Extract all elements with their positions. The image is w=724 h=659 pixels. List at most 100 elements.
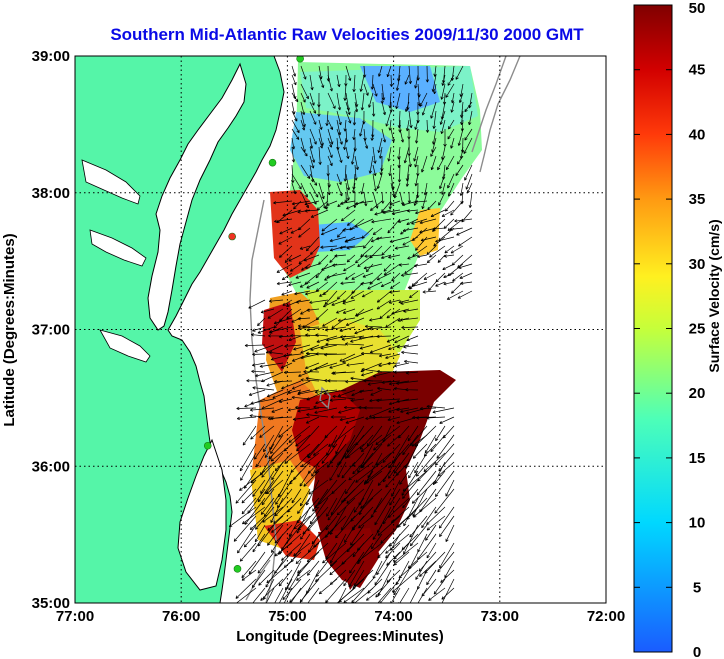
velocity-arrow bbox=[287, 407, 302, 412]
velocity-arrow bbox=[359, 119, 365, 137]
velocity-arrow bbox=[403, 344, 419, 349]
velocity-arrow bbox=[361, 371, 374, 377]
velocity-arrow bbox=[450, 137, 455, 149]
velocity-arrow bbox=[290, 587, 302, 603]
velocity-arrow bbox=[405, 371, 419, 375]
velocity-arrow bbox=[343, 164, 347, 182]
velocity-arrow bbox=[262, 506, 284, 523]
velocity-arrow bbox=[439, 110, 446, 125]
velocity-arrow bbox=[408, 110, 413, 129]
velocity-arrow bbox=[377, 470, 392, 486]
velocity-arrow bbox=[409, 524, 428, 547]
velocity-arrow bbox=[299, 488, 311, 507]
velocity-arrow bbox=[316, 335, 338, 343]
velocity-arrow bbox=[456, 227, 473, 236]
velocity-arrow bbox=[413, 263, 428, 268]
velocity-arrow bbox=[377, 587, 392, 603]
velocity-arrow bbox=[239, 542, 257, 562]
velocity-arrow bbox=[336, 182, 343, 197]
velocity-arrow bbox=[335, 434, 347, 455]
velocity-arrow bbox=[343, 405, 365, 410]
velocity-arrow bbox=[336, 227, 347, 238]
velocity-arrow bbox=[288, 569, 302, 591]
radar-station-marker bbox=[228, 232, 236, 241]
velocity-arrow bbox=[363, 379, 383, 383]
velocity-arrow bbox=[281, 380, 302, 390]
velocity-arrow bbox=[345, 317, 365, 326]
velocity-arrow bbox=[411, 479, 437, 504]
velocity-patch bbox=[290, 112, 392, 182]
velocity-arrow bbox=[432, 227, 446, 231]
velocity-arrow bbox=[404, 101, 410, 112]
colorbar-tick-label: 15 bbox=[689, 450, 706, 467]
velocity-arrow bbox=[299, 281, 311, 288]
velocity-arrow bbox=[355, 461, 383, 483]
velocity-arrow bbox=[432, 110, 437, 129]
velocity-arrow bbox=[386, 335, 401, 343]
velocity-patch bbox=[292, 390, 360, 470]
velocity-arrow bbox=[270, 443, 293, 462]
velocity-arrow bbox=[345, 173, 351, 191]
velocity-arrow bbox=[426, 569, 437, 586]
velocity-arrow bbox=[420, 236, 437, 242]
velocity-arrow bbox=[255, 506, 275, 530]
velocity-arrow bbox=[399, 317, 419, 322]
velocity-arrow bbox=[382, 209, 401, 215]
velocity-arrow bbox=[394, 335, 410, 344]
velocity-arrow bbox=[421, 506, 437, 529]
velocity-arrow bbox=[412, 443, 428, 459]
velocity-arrow bbox=[385, 470, 401, 488]
velocity-arrow bbox=[415, 452, 437, 477]
velocity-arrow bbox=[362, 272, 374, 278]
velocity-arrow bbox=[417, 587, 428, 603]
velocity-arrow bbox=[445, 155, 455, 171]
velocity-arrow bbox=[322, 542, 347, 564]
velocity-arrow bbox=[372, 524, 383, 540]
velocity-arrow bbox=[403, 308, 419, 313]
velocity-arrow bbox=[310, 344, 329, 351]
velocity-arrow bbox=[360, 92, 365, 111]
velocity-arrow bbox=[305, 263, 320, 270]
velocity-arrow bbox=[460, 281, 473, 285]
velocity-arrow bbox=[300, 83, 309, 100]
velocity-arrow bbox=[336, 308, 347, 314]
velocity-arrow bbox=[433, 236, 446, 247]
velocity-arrow bbox=[332, 371, 356, 375]
velocity-arrow bbox=[391, 479, 401, 497]
velocity-arrow bbox=[260, 497, 275, 515]
velocity-arrow bbox=[274, 524, 293, 544]
velocity-arrow bbox=[320, 227, 338, 236]
velocity-arrow bbox=[237, 524, 257, 554]
velocity-arrow bbox=[395, 92, 401, 110]
velocity-arrow bbox=[235, 479, 257, 504]
velocity-arrow bbox=[440, 119, 446, 135]
velocity-arrow bbox=[240, 452, 257, 481]
velocity-arrow bbox=[345, 479, 356, 495]
velocity-arrow bbox=[352, 74, 356, 92]
velocity-arrow bbox=[248, 389, 266, 396]
velocity-arrow bbox=[363, 137, 369, 149]
velocity-arrow bbox=[327, 155, 333, 167]
velocity-arrow bbox=[336, 74, 341, 88]
velocity-arrow bbox=[354, 101, 359, 113]
velocity-arrow bbox=[251, 362, 266, 367]
velocity-arrow bbox=[303, 254, 320, 262]
velocity-arrow bbox=[281, 290, 293, 296]
velocity-arrow bbox=[321, 443, 338, 464]
velocity-arrow bbox=[433, 83, 437, 95]
velocity-arrow bbox=[236, 416, 257, 421]
velocity-arrow bbox=[297, 389, 320, 396]
velocity-arrow bbox=[411, 218, 428, 225]
velocity-arrow bbox=[269, 326, 293, 334]
velocity-arrow bbox=[288, 254, 302, 262]
velocity-arrow bbox=[250, 425, 266, 440]
velocity-arrow bbox=[267, 524, 284, 546]
velocity-arrow bbox=[342, 353, 365, 363]
velocity-arrow bbox=[372, 371, 392, 378]
velocity-arrow bbox=[318, 146, 322, 165]
velocity-arrow bbox=[259, 425, 275, 438]
velocity-arrow bbox=[414, 155, 419, 168]
velocity-arrow bbox=[427, 200, 437, 211]
velocity-arrow bbox=[281, 542, 302, 561]
velocity-arrow bbox=[251, 569, 266, 589]
